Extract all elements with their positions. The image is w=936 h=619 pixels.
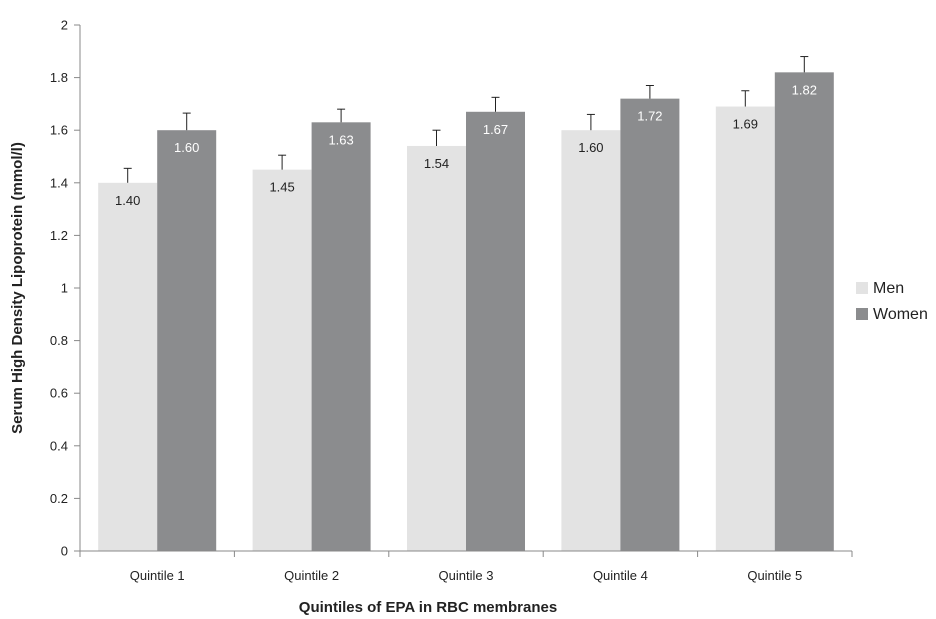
bar-men — [561, 130, 621, 551]
legend-swatch-men — [856, 282, 868, 294]
data-label: 1.45 — [269, 180, 294, 195]
x-tick-label: Quintile 2 — [284, 568, 339, 583]
y-tick-label: 0.8 — [50, 333, 68, 348]
y-tick-label: 2 — [61, 18, 68, 33]
x-tick-label: Quintile 3 — [439, 568, 494, 583]
legend-label-women: Women — [873, 306, 928, 323]
bar-women — [774, 72, 834, 551]
bar-men — [715, 106, 775, 551]
y-tick-label: 1.8 — [50, 70, 68, 85]
data-label: 1.60 — [174, 140, 199, 155]
y-tick-label: 0 — [61, 544, 68, 559]
data-label: 1.67 — [483, 122, 508, 137]
y-tick-label: 1 — [61, 281, 68, 296]
y-axis-title: Serum High Density Lipoprotein (mmol/l) — [9, 142, 26, 434]
y-tick-label: 0.6 — [50, 386, 68, 401]
data-label: 1.82 — [792, 82, 817, 97]
data-label: 1.69 — [733, 117, 758, 132]
x-tick-label: Quintile 4 — [593, 568, 648, 583]
y-axis-ticks: 0 0.2 0.4 0.6 0.8 1 1.2 1.4 1.6 1.8 2 — [50, 18, 80, 559]
y-tick-label: 0.2 — [50, 491, 68, 506]
bar-men — [407, 145, 466, 552]
legend-label-men: Men — [873, 280, 904, 297]
data-label: 1.60 — [578, 140, 603, 155]
bar-women — [620, 98, 680, 551]
y-tick-label: 1.6 — [50, 123, 68, 138]
bar-women — [311, 122, 371, 551]
legend-swatch-women — [856, 308, 868, 320]
data-label: 1.40 — [115, 193, 140, 208]
y-tick-label: 1.4 — [50, 175, 68, 190]
bar-men — [98, 182, 158, 552]
data-label: 1.63 — [328, 132, 353, 147]
y-tick-label: 1.2 — [50, 228, 68, 243]
x-tick-label: Quintile 5 — [747, 568, 802, 583]
axes — [79, 25, 852, 552]
x-axis-title: Quintiles of EPA in RBC membranes — [299, 599, 557, 616]
bars: 1.40 1.45 1.54 1.60 1.69 1.60 1.63 1.67 1.72 1.82 — [98, 56, 834, 552]
x-axis-ticks: Quintile 1 Quintile 2 Quintile 3 Quintile 4… — [79, 551, 853, 583]
legend: Men Women — [856, 280, 928, 323]
x-tick-label: Quintile 1 — [130, 568, 185, 583]
bar-women — [157, 130, 217, 551]
bar-men — [252, 169, 312, 551]
bar-women — [466, 111, 525, 551]
data-label: 1.54 — [424, 156, 449, 171]
data-label: 1.72 — [637, 109, 662, 124]
y-tick-label: 0.4 — [50, 438, 68, 453]
